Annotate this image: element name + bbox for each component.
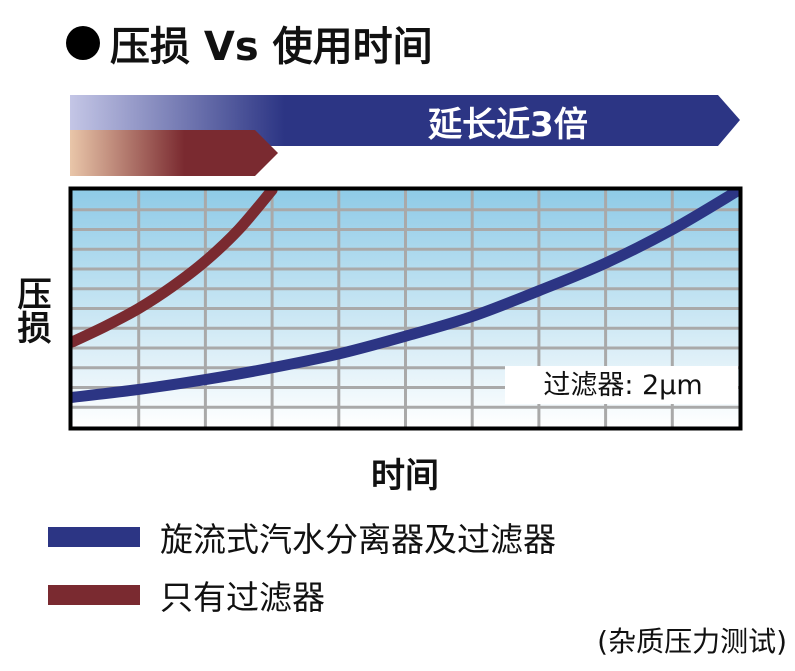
- x-axis-label: 时间: [371, 456, 439, 496]
- legend-label-filter-only: 只有过滤器: [160, 578, 325, 617]
- legend-swatch-filter-only: [48, 585, 140, 605]
- annotation-box: [505, 366, 738, 404]
- legend-label-separator: 旋流式汽水分离器及过滤器: [160, 520, 556, 559]
- annotation-text: 过滤器: 2μm: [543, 370, 702, 401]
- legend-swatch-separator: [48, 527, 140, 547]
- lifetime-bar-filter-only: [70, 130, 278, 176]
- series-line-filter-only: [72, 190, 278, 348]
- series-layer: [72, 190, 739, 403]
- test-note: (杂质压力测试): [597, 625, 787, 658]
- series-line-separator: [72, 190, 739, 403]
- banner-label: 延长近3倍: [428, 105, 588, 145]
- chart-title: 压损 Vs 使用时间: [66, 14, 433, 72]
- chart-title-text: 压损 Vs 使用时间: [110, 24, 433, 70]
- legend-item-separator: 旋流式汽水分离器及过滤器: [48, 513, 556, 561]
- plot-frame: [68, 186, 743, 431]
- legend-item-filter-only: 只有过滤器: [48, 571, 325, 619]
- y-axis-label: 压损: [11, 276, 51, 344]
- title-bullet-icon: [66, 26, 100, 60]
